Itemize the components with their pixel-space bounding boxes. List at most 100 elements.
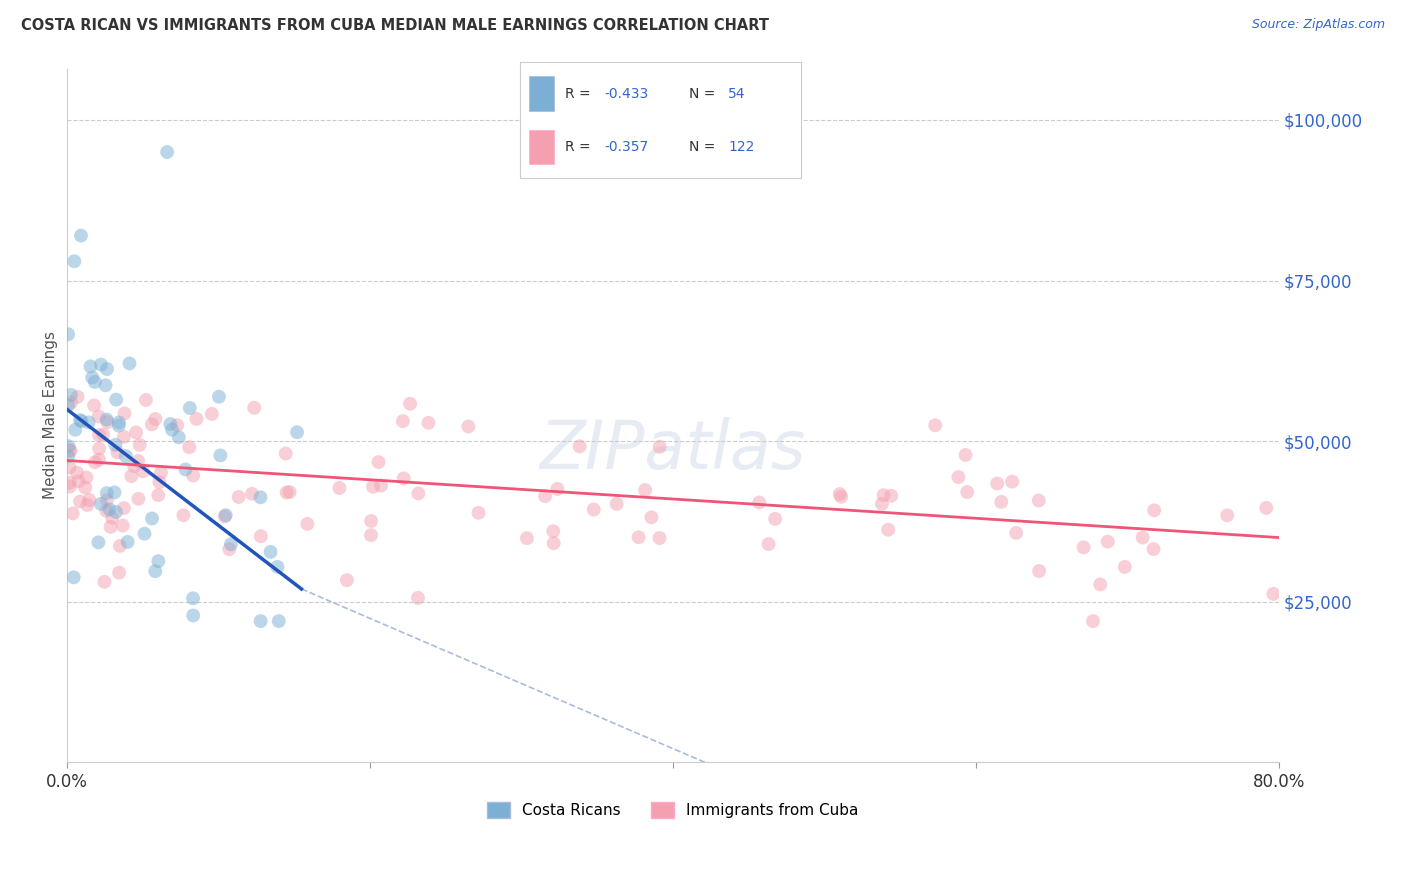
Point <box>118 356 141 370</box>
Point <box>240 487 263 501</box>
Point <box>541 524 564 539</box>
Point <box>156 145 179 159</box>
Point <box>56 398 79 412</box>
Point <box>748 495 770 509</box>
Point <box>83 398 105 412</box>
Point <box>63 254 86 268</box>
Text: ZIPatlas: ZIPatlas <box>540 417 806 483</box>
Point <box>87 409 110 424</box>
Point <box>145 412 167 426</box>
Point <box>214 509 236 524</box>
Point <box>128 438 150 452</box>
Point <box>228 490 250 504</box>
Point <box>125 425 148 440</box>
Point <box>108 539 131 553</box>
Point <box>986 476 1008 491</box>
Point <box>89 442 111 456</box>
Point <box>166 418 188 433</box>
Point <box>62 507 84 521</box>
Point <box>543 536 565 550</box>
Point <box>201 407 224 421</box>
Point <box>219 537 242 551</box>
Point <box>336 573 359 587</box>
Point <box>159 417 181 431</box>
Point <box>59 460 82 475</box>
Point <box>108 416 131 430</box>
Point <box>56 450 79 464</box>
Point <box>96 504 118 518</box>
Point <box>120 469 142 483</box>
Point <box>65 423 87 437</box>
Point <box>111 518 134 533</box>
Text: Source: ZipAtlas.com: Source: ZipAtlas.com <box>1251 18 1385 31</box>
Point <box>278 485 301 500</box>
Point <box>112 430 135 444</box>
Point <box>948 470 970 484</box>
Point <box>467 506 489 520</box>
Point <box>634 483 657 497</box>
Point <box>399 397 422 411</box>
Point <box>150 466 173 480</box>
Point <box>990 495 1012 509</box>
Point <box>96 415 118 429</box>
Point <box>266 560 288 574</box>
Point <box>135 392 157 407</box>
Point <box>627 530 650 544</box>
Text: -0.357: -0.357 <box>605 140 648 154</box>
Point <box>114 406 136 420</box>
Point <box>360 514 382 528</box>
Y-axis label: Median Male Earnings: Median Male Earnings <box>44 332 58 500</box>
Text: 122: 122 <box>728 140 755 154</box>
Point <box>1256 500 1278 515</box>
Point <box>127 454 149 468</box>
Point <box>90 358 112 372</box>
Point <box>103 485 125 500</box>
Text: R =: R = <box>565 140 591 154</box>
Point <box>58 439 80 453</box>
Point <box>880 489 903 503</box>
Point <box>606 497 628 511</box>
Point <box>75 470 97 484</box>
Point <box>1028 493 1050 508</box>
Point <box>100 520 122 534</box>
Point <box>276 485 298 500</box>
Point <box>328 481 350 495</box>
Point <box>1216 508 1239 523</box>
Point <box>208 390 231 404</box>
Point <box>1001 475 1024 489</box>
Point <box>167 430 190 444</box>
Legend: Costa Ricans, Immigrants from Cuba: Costa Ricans, Immigrants from Cuba <box>481 796 865 824</box>
Point <box>87 535 110 549</box>
Text: COSTA RICAN VS IMMIGRANTS FROM CUBA MEDIAN MALE EARNINGS CORRELATION CHART: COSTA RICAN VS IMMIGRANTS FROM CUBA MEDI… <box>21 18 769 33</box>
Point <box>75 481 97 495</box>
Point <box>285 425 308 440</box>
Point <box>1097 534 1119 549</box>
Point <box>108 566 131 580</box>
Point <box>104 438 127 452</box>
Point <box>1028 564 1050 578</box>
Point <box>259 545 281 559</box>
Point <box>69 494 91 508</box>
Point <box>872 488 894 502</box>
Point <box>249 490 271 504</box>
Point <box>66 390 89 404</box>
Point <box>84 455 107 469</box>
Point <box>1114 560 1136 574</box>
Point <box>1263 587 1285 601</box>
Point <box>1081 614 1104 628</box>
Point <box>96 493 118 508</box>
Point <box>59 479 82 493</box>
Point <box>83 375 105 389</box>
Point <box>96 362 118 376</box>
Point <box>94 378 117 392</box>
Point <box>370 478 392 492</box>
Point <box>392 471 415 485</box>
Point <box>143 564 166 578</box>
Text: 54: 54 <box>728 87 745 101</box>
Point <box>87 452 110 467</box>
Point <box>406 591 429 605</box>
Point <box>1142 542 1164 557</box>
Point <box>243 401 266 415</box>
Point <box>69 413 91 427</box>
Point <box>90 497 112 511</box>
